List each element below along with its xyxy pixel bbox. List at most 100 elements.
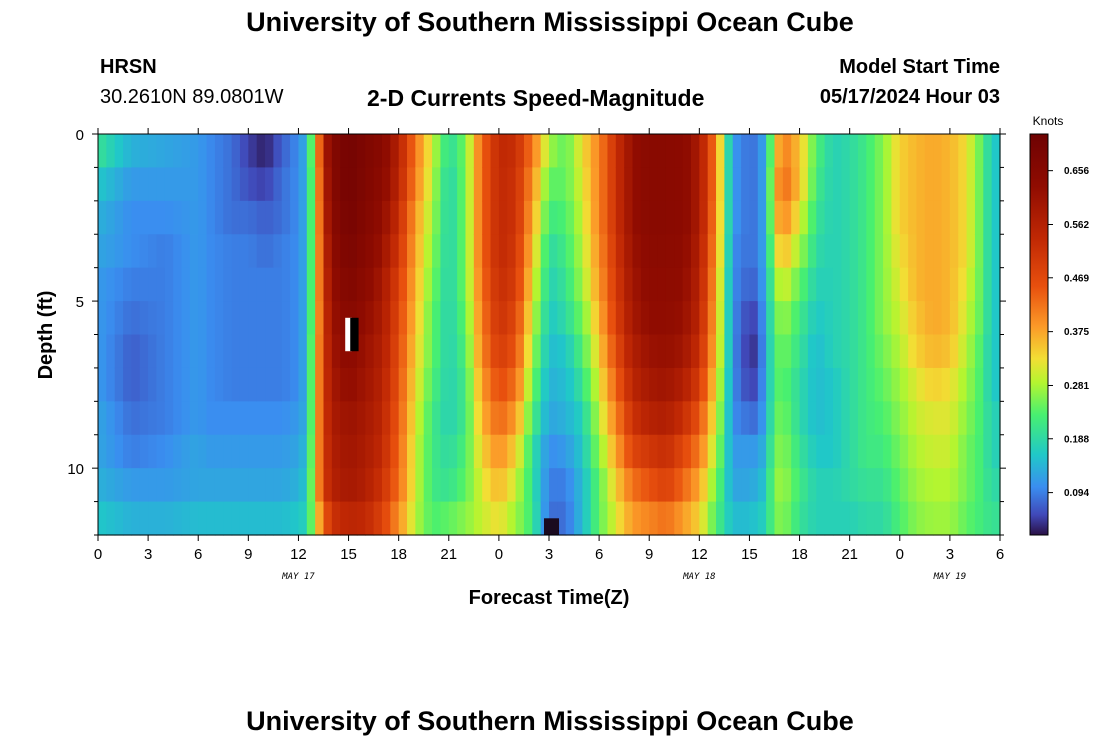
heatmap-cell [983, 234, 993, 269]
heatmap-cell [791, 200, 801, 235]
heatmap-cell [523, 267, 533, 302]
heatmap-cell [899, 468, 909, 503]
heatmap-cell [549, 434, 558, 469]
heatmap-cell [782, 167, 792, 202]
heatmap-cell [331, 434, 341, 469]
heatmap-cell [214, 267, 224, 302]
heatmap-cell [189, 200, 199, 235]
heatmap-cell [390, 401, 400, 436]
heatmap-cell [782, 301, 792, 336]
heatmap-cell [665, 401, 675, 436]
heatmap-cell [607, 401, 617, 436]
footer-title: University of Southern Mississippi Ocean… [246, 706, 854, 736]
heatmap-cell [690, 334, 700, 369]
heatmap-cell [223, 234, 233, 269]
heatmap-cell [139, 301, 149, 336]
heatmap-cell [256, 434, 266, 469]
heatmap-cell [164, 200, 174, 235]
heatmap-cell [674, 134, 684, 169]
heatmap-cell [415, 267, 425, 302]
heatmap-cell [381, 501, 391, 536]
heatmap-cell [415, 234, 425, 269]
heatmap-cell [189, 167, 199, 202]
heatmap-cell [281, 468, 291, 503]
heatmap-cell [448, 334, 458, 369]
heatmap-cell [432, 468, 442, 503]
heatmap-cell [799, 468, 809, 503]
heatmap-cell [148, 267, 158, 302]
heatmap-cell [774, 367, 784, 402]
heatmap-cell [699, 200, 709, 235]
heatmap-cell [741, 468, 751, 503]
heatmap-cell [841, 200, 851, 235]
heatmap-cell [716, 468, 725, 503]
heatmap-cell [991, 267, 1001, 302]
heatmap-cell [315, 167, 325, 202]
heatmap-cell [290, 267, 300, 302]
heatmap-cell [473, 367, 483, 402]
heatmap-cell [448, 234, 458, 269]
heatmap-cell [440, 334, 450, 369]
heatmap-cell [331, 468, 341, 503]
heatmap-cell [148, 367, 158, 402]
heatmap-cell [231, 434, 241, 469]
heatmap-cell [523, 134, 533, 169]
heatmap-cell [231, 134, 241, 169]
x-tick-label: 15 [741, 546, 758, 563]
heatmap-cell [966, 434, 976, 469]
heatmap-cell [265, 468, 274, 503]
heatmap-cell [181, 301, 191, 336]
heatmap-cell [407, 134, 416, 169]
heatmap-cell [766, 134, 776, 169]
heatmap-cell [849, 434, 859, 469]
heatmap-cell [774, 134, 784, 169]
heatmap-cell [766, 301, 776, 336]
heatmap-cell [256, 301, 266, 336]
heatmap-cell [632, 234, 642, 269]
heatmap-cell [432, 301, 442, 336]
heatmap-cell [832, 367, 842, 402]
heatmap-cell [665, 134, 675, 169]
heatmap-cell [407, 234, 416, 269]
heatmap-cell [448, 200, 458, 235]
heatmap-cell [640, 468, 650, 503]
heatmap-cell [281, 434, 291, 469]
heatmap-cell [682, 234, 692, 269]
heatmap-cell [340, 134, 350, 169]
heatmap-cell [883, 234, 893, 269]
heatmap-cell [991, 367, 1001, 402]
heatmap-cell [507, 267, 517, 302]
heatmap-cell [248, 401, 258, 436]
heatmap-cell [398, 267, 408, 302]
heatmap-cell [273, 234, 283, 269]
heatmap-cell [173, 267, 183, 302]
heatmap-cell [958, 434, 968, 469]
heatmap-cell [223, 401, 233, 436]
heatmap-cell [682, 367, 692, 402]
x-tick-label: 21 [440, 546, 457, 563]
heatmap-cell [398, 134, 408, 169]
x-tick-label: 18 [791, 546, 808, 563]
heatmap-cell [966, 468, 976, 503]
heatmap-cell [582, 234, 592, 269]
heatmap-cell [908, 434, 918, 469]
heatmap-cell [131, 234, 141, 269]
heatmap-cell [373, 200, 383, 235]
heatmap-cell [757, 334, 767, 369]
heatmap-cell [916, 200, 926, 235]
heatmap-cell [640, 367, 650, 402]
heatmap-cell [223, 468, 233, 503]
heatmap-cell [490, 267, 500, 302]
heatmap-cell [766, 200, 776, 235]
heatmap-cell [782, 200, 792, 235]
heatmap-cell [983, 367, 993, 402]
heatmap-cell [340, 167, 350, 202]
heatmap-cell [632, 267, 642, 302]
heatmap-cell [507, 334, 517, 369]
x-tick-label: 0 [495, 546, 503, 563]
heatmap-cell [523, 301, 533, 336]
heatmap-cell [774, 234, 784, 269]
heatmap-cell [98, 167, 107, 202]
heatmap-cell [657, 301, 667, 336]
heatmap-cell [649, 167, 659, 202]
